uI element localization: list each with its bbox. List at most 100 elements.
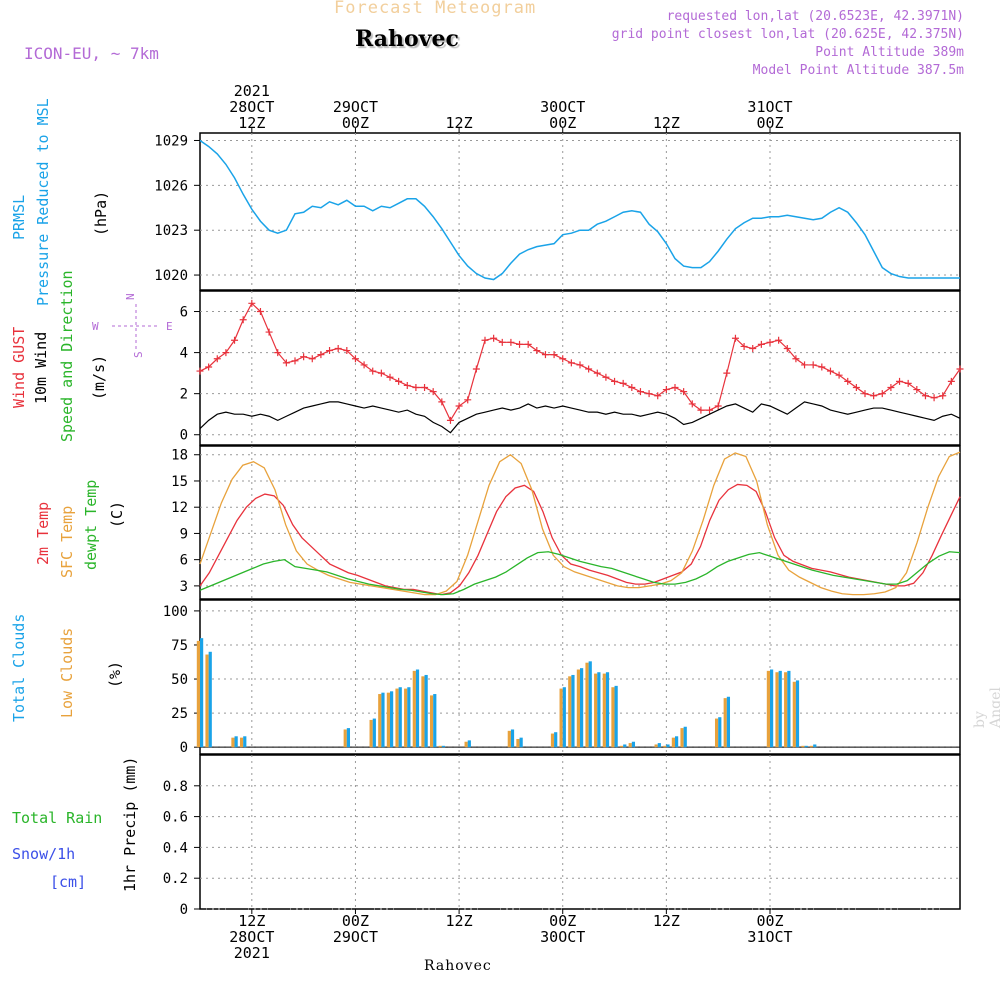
time-tick-label-top: 29OCT: [333, 98, 378, 116]
label-total-clouds: Total Clouds: [10, 614, 28, 722]
wind-gust-marker: [291, 357, 299, 365]
total-cloud-bar: [381, 692, 385, 748]
wind-gust-marker: [576, 361, 584, 369]
total-cloud-bar: [787, 670, 791, 748]
y-tick-label: 0: [180, 902, 188, 918]
total-cloud-bar: [571, 674, 575, 748]
wind-gust-marker: [809, 361, 817, 369]
y-tick-label: 9: [180, 526, 188, 542]
label-10m-wind: 10m Wind: [32, 332, 50, 404]
wind-gust-marker: [697, 406, 705, 414]
total-cloud-bar: [398, 687, 402, 748]
low-cloud-bar: [516, 739, 520, 748]
label-prmsl: PRMSL: [10, 195, 28, 240]
total-cloud-bar: [813, 744, 817, 748]
wind-gust-marker: [559, 355, 567, 363]
compass-east: E: [166, 320, 173, 333]
wind-gust-marker: [343, 347, 351, 355]
y-tick-label: 6: [180, 305, 188, 321]
low-cloud-bar: [507, 730, 511, 748]
low-cloud-bar: [196, 640, 200, 748]
wind-gust-marker: [282, 359, 290, 367]
requested-coords: requested lon,lat (20.6523E, 42.3971N): [666, 9, 964, 24]
wind-gust-marker: [913, 386, 921, 394]
time-tick-label-bottom: 28OCT: [229, 928, 274, 946]
total-cloud-bar: [588, 661, 592, 748]
low-cloud-bar: [205, 654, 209, 748]
label-snow-1h: Snow/1h: [12, 845, 75, 863]
total-cloud-bar: [675, 736, 679, 748]
y-tick-label: 0.8: [163, 779, 188, 795]
wind-gust-marker: [395, 377, 403, 385]
wind-gust-marker: [274, 349, 282, 357]
wind-gust-marker: [593, 369, 601, 377]
wind-gust-marker: [222, 349, 230, 357]
total-cloud-bar: [243, 736, 247, 748]
y-tick-label: 12: [171, 500, 188, 516]
total-cloud-bar: [415, 669, 420, 748]
y-tick-label: 4: [180, 346, 188, 362]
time-tick-label-bottom: 30OCT: [540, 928, 585, 946]
wind-gust-marker: [326, 347, 334, 355]
label-pressure-msl: Pressure Reduced to MSL: [34, 98, 52, 306]
wind-gust-marker: [196, 367, 204, 375]
wind-gust-marker: [360, 361, 368, 369]
label-sfc-temp: SFC Temp: [58, 506, 76, 578]
wind-gust-marker: [585, 365, 593, 373]
wind-gust-marker: [464, 396, 472, 404]
total-cloud-bar: [726, 696, 731, 748]
low-cloud-bar: [395, 688, 399, 748]
total-cloud-bar: [623, 744, 627, 748]
wind-gust-marker: [904, 379, 912, 387]
wind-gust-marker: [567, 359, 575, 367]
y-tick-label: 0.2: [163, 871, 188, 887]
wind-gust-marker: [887, 384, 895, 392]
wind-gust-marker: [628, 384, 636, 392]
wind-gust-marker: [334, 344, 342, 352]
label-hpa: (hPa): [92, 191, 110, 236]
time-tick-label-top: 00Z: [342, 114, 369, 132]
time-tick-label-bottom: 12Z: [653, 912, 680, 930]
footer-location: Rahovec: [424, 958, 492, 974]
label-snow-cm: [cm]: [50, 873, 86, 891]
total-cloud-bar: [657, 743, 661, 748]
total-cloud-bar: [718, 717, 722, 748]
wind-gust-marker: [317, 351, 325, 359]
low-cloud-bar: [801, 745, 805, 748]
total-cloud-bar: [605, 672, 610, 748]
y-tick-label: 0: [180, 740, 188, 756]
y-tick-label: 100: [163, 604, 188, 620]
y-tick-label: 18: [171, 448, 188, 464]
y-tick-label: 6: [180, 553, 188, 569]
wind-gust-marker: [861, 390, 869, 398]
time-tick-label-top: 00Z: [756, 114, 783, 132]
label-percent: (%): [106, 661, 124, 688]
low-cloud-bar: [619, 745, 624, 748]
y-tick-label: 75: [171, 638, 188, 654]
wind-gust-marker: [723, 369, 731, 377]
wind-gust-marker: [205, 363, 213, 371]
low-cloud-bar: [714, 718, 719, 748]
low-cloud-bar: [568, 676, 572, 748]
low-cloud-bar: [594, 673, 598, 748]
low-cloud-bar: [559, 688, 563, 748]
wind-gust-marker: [654, 392, 662, 400]
compass-north: N: [124, 293, 137, 300]
low-cloud-bar: [576, 669, 580, 748]
wind-gust-marker: [731, 334, 739, 342]
wind-gust-marker: [783, 344, 791, 352]
low-cloud-bar: [654, 744, 658, 748]
total-cloud-bar: [554, 732, 558, 748]
wind-gust-marker: [429, 388, 437, 396]
low-cloud-bar: [784, 672, 788, 748]
model-altitude: Model Point Altitude 387.5m: [752, 63, 964, 78]
label-total-rain: Total Rain: [12, 809, 102, 827]
pressure-line: [199, 139, 960, 281]
wind-gust-marker: [446, 416, 454, 424]
panel-frame: [199, 754, 961, 910]
wind-gust-marker: [792, 355, 800, 363]
time-tick-label-top: 28OCT: [229, 98, 274, 116]
y-tick-label: 25: [171, 706, 188, 722]
wind-gust-marker: [490, 334, 498, 342]
